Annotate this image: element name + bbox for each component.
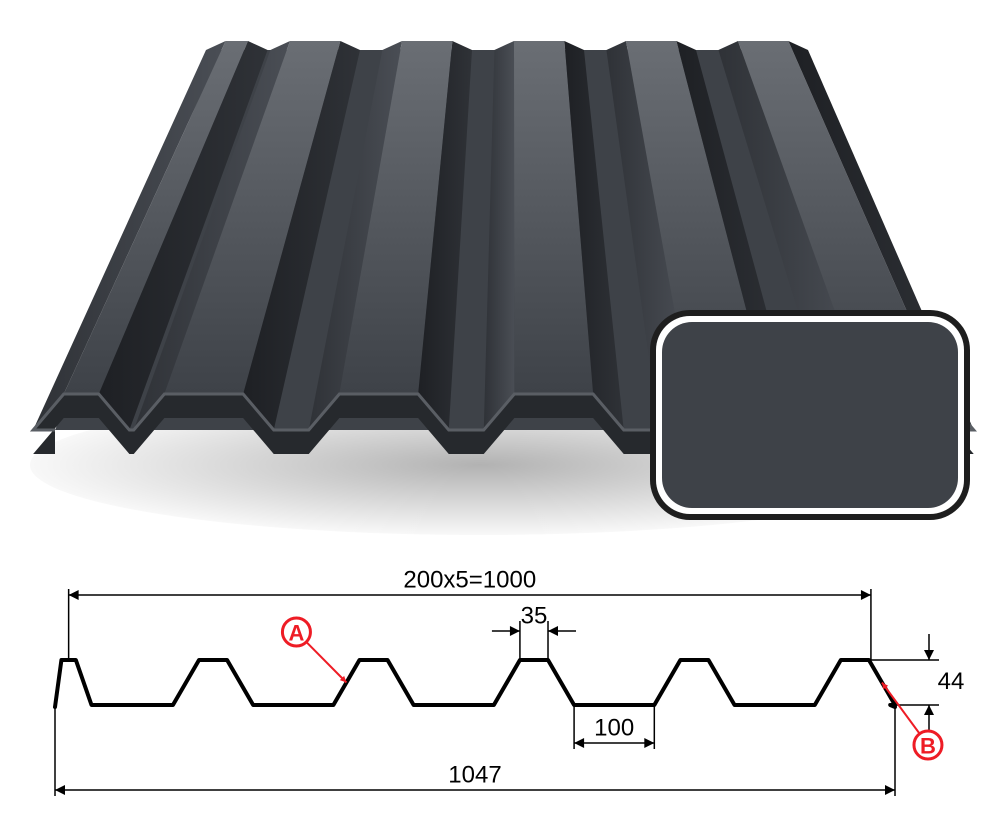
technical-drawing: 200x5=1000 35 100 1047 44 A B [55, 566, 964, 796]
marker-a-label: A [288, 621, 304, 646]
dim-height: 44 [938, 668, 965, 695]
dim-bottom-flat: 100 [594, 714, 634, 741]
marker-b-label: B [920, 734, 936, 759]
dim-overall-width: 1047 [448, 761, 501, 788]
color-swatch [650, 310, 970, 520]
dim-top-flat: 35 [521, 602, 548, 629]
swatch-fill [662, 322, 958, 508]
dim-cover-width: 200x5=1000 [403, 566, 536, 593]
